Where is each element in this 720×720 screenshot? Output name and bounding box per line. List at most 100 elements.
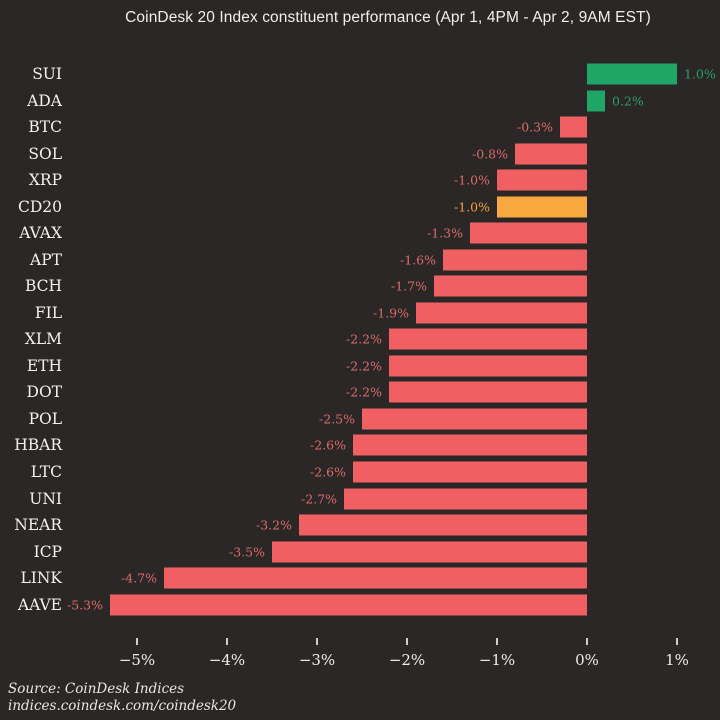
bar-eth [389,355,587,377]
x-axis-tick-label: −5% [118,651,156,669]
value-label-avax: -1.3% [427,225,463,241]
bar-cd20 [497,196,587,218]
value-label-uni: -2.7% [301,491,337,506]
bar-track: 0.2% [70,88,712,115]
value-label-pol: -2.5% [319,411,355,427]
bar-btc [560,116,587,138]
category-label-avax: AVAX [19,224,62,243]
category-label-btc: BTC [28,118,62,137]
bar-track: -1.0% [70,167,712,194]
bar-track: -1.7% [70,273,712,300]
bar-row-ada: ADA 0.2% [0,88,712,115]
x-axis-tick [586,638,588,645]
bar-row-pol: POL -2.5% [0,406,712,433]
bar-pol [362,408,587,430]
x-axis-tick [316,638,318,645]
category-label-sui: SUI [32,65,62,84]
value-label-xrp: -1.0% [454,172,490,188]
chart-title: CoinDesk 20 Index constituent performanc… [125,9,651,26]
bar-track: -2.2% [70,326,712,353]
bar-dot [389,381,587,403]
category-label-icp: ICP [33,542,62,561]
value-label-aave: -5.3% [67,597,103,613]
bar-track: 1.0% [70,61,716,88]
bar-xrp [497,169,587,191]
bar-rows: SUI 1.0% ADA 0.2% BTC -0.3% SOL -0.8% XRP -1.0% CD… [0,61,716,618]
bar-track: -2.6% [70,459,712,486]
bar-track: -5.3% [67,591,712,618]
category-label-aave: AAVE [17,595,62,614]
x-axis-tick [496,638,498,645]
bar-row-bch: BCH -1.7% [0,273,712,300]
bar-row-sol: SOL -0.8% [0,141,712,168]
bar-aave [110,594,587,616]
bar-fil [416,302,587,324]
bar-row-xlm: XLM -2.2% [0,326,712,353]
bar-row-fil: FIL -1.9% [0,300,712,327]
value-label-eth: -2.2% [346,358,382,374]
bar-ada [587,90,605,112]
bar-row-aave: AAVE -5.3% [0,591,712,618]
category-label-fil: FIL [34,303,62,322]
category-label-ltc: LTC [30,462,62,481]
bar-track: -3.2% [70,512,712,539]
x-axis-tick [226,638,228,645]
bar-track: -1.9% [70,300,712,327]
bar-row-hbar: HBAR -2.6% [0,432,712,459]
value-label-icp: -3.5% [229,544,265,560]
bar-track: -1.0% [70,194,712,221]
bar-sol [515,143,587,165]
bar-link [164,567,587,589]
bar-track: -4.7% [70,565,712,592]
category-label-apt: APT [30,250,62,269]
category-label-near: NEAR [14,516,62,535]
x-axis-tick [676,638,678,645]
bar-track: -1.6% [70,247,712,274]
bar-sui [587,63,677,85]
bar-apt [443,249,587,271]
source-line: Source: CoinDesk Indices [8,681,185,697]
value-label-sol: -0.8% [472,146,508,162]
x-axis-tick-label: −4% [208,651,246,669]
bar-row-uni: UNI -2.7% [0,485,712,512]
category-label-xlm: XLM [24,330,62,349]
bar-row-cd20: CD20 -1.0% [0,194,712,221]
value-label-apt: -1.6% [400,252,436,268]
x-axis-tick-label: −1% [478,651,516,669]
bar-row-ltc: LTC -2.6% [0,459,712,486]
bar-row-sui: SUI 1.0% [0,61,716,88]
category-label-ada: ADA [27,91,62,110]
x-axis-tick-label: 1% [665,651,689,669]
bar-uni [344,488,587,509]
bar-icp [272,541,587,563]
x-axis-tick-label: 0% [575,651,599,669]
x-axis-tick-label: −3% [298,651,336,669]
bar-bch [434,275,587,297]
value-label-bch: -1.7% [391,278,427,294]
bar-hbar [353,434,587,456]
category-label-hbar: HBAR [14,436,62,455]
category-label-sol: SOL [28,144,62,163]
bar-track: -1.3% [70,220,712,247]
bar-row-icp: ICP -3.5% [0,538,712,565]
bar-row-xrp: XRP -1.0% [0,167,712,194]
category-label-cd20: CD20 [17,197,62,216]
category-label-dot: DOT [26,383,62,402]
source-url: indices.coindesk.com/coindesk20 [8,697,237,714]
value-label-cd20: -1.0% [454,199,490,215]
bar-row-dot: DOT -2.2% [0,379,712,406]
bar-xlm [389,328,587,350]
x-axis-tick [406,638,408,645]
x-axis-tick-label: −2% [388,651,426,669]
value-label-btc: -0.3% [517,119,553,135]
value-label-link: -4.7% [121,570,157,586]
category-label-xrp: XRP [28,171,62,190]
bar-track: -3.5% [70,538,712,565]
bar-track: -0.8% [70,141,712,168]
bar-avax [470,222,587,244]
category-label-uni: UNI [29,489,62,508]
value-label-ltc: -2.6% [310,464,346,480]
value-label-xlm: -2.2% [346,331,382,347]
bar-track: -2.5% [70,406,712,433]
